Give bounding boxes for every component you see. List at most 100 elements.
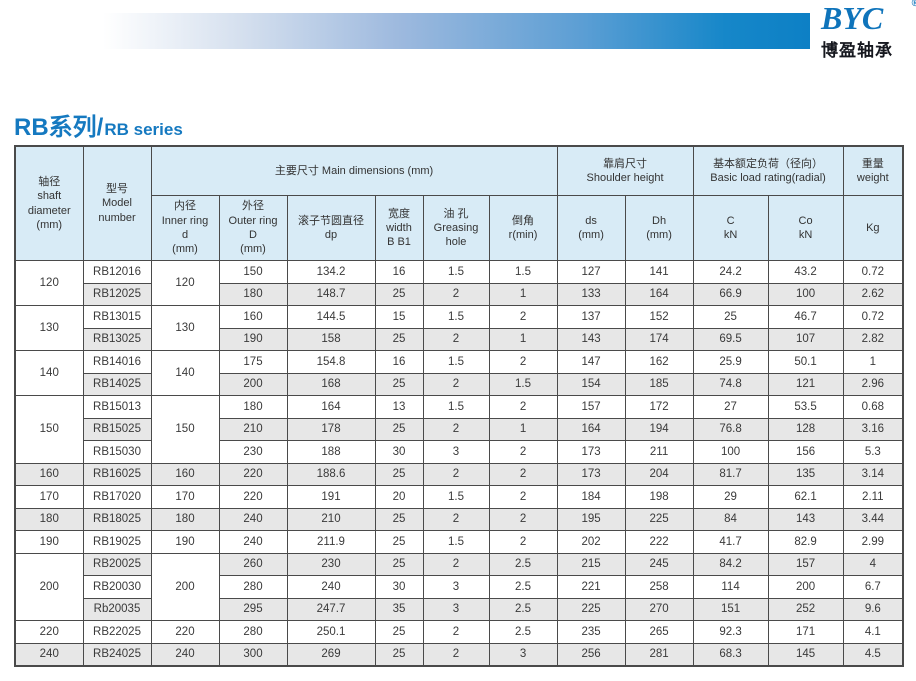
- cell-weight-kg: 2.82: [842, 327, 904, 351]
- cell-c-kn: 66.9: [692, 282, 769, 306]
- rb-series-table: 轴径 shaft diameter (mm) 型号 Model number 主…: [14, 145, 905, 667]
- cell-greasing-hole: 2: [422, 327, 490, 351]
- cell-dh: 194: [624, 417, 694, 441]
- col-header-model-number: 型号 Model number: [82, 145, 152, 261]
- cell-chamfer-r: 1: [488, 417, 558, 441]
- cell-model-number: RB18025: [82, 507, 152, 531]
- cell-shaft-diameter: 220: [14, 620, 84, 644]
- table-row: 120 RB12016 120 150 134.2 16 1.5 1.5 127 141 24.2 4…: [14, 260, 904, 306]
- cell-chamfer-r: 1.5: [488, 372, 558, 396]
- cell-width-b: 25: [374, 642, 424, 667]
- cell-chamfer-r: 2.5: [488, 597, 558, 621]
- cell-chamfer-r: 1: [488, 282, 558, 306]
- cell-model-number: RB17020: [82, 485, 152, 509]
- cell-model-number: RB14025: [82, 372, 152, 396]
- table-row: RB14025 200 168 25 2 1.5 154 185 74.8 121 2.96: [15, 372, 904, 396]
- table-row: 180 RB18025 180 240 210 25 2 2 195 225 84 143 3.44: [14, 507, 904, 531]
- cell-dh: 222: [624, 530, 694, 554]
- cell-dp: 164: [286, 395, 376, 419]
- table-body: 120 RB12016 120 150 134.2 16 1.5 1.5 127 141 24.2 4…: [14, 260, 904, 667]
- cell-model-number: Rb20035: [82, 597, 152, 621]
- cell-co-kn: 53.5: [767, 395, 844, 419]
- cell-width-b: 25: [374, 620, 424, 644]
- cell-weight-kg: 2.96: [842, 372, 904, 396]
- cell-inner-ring-d: 130: [150, 305, 220, 351]
- cell-greasing-hole: 2: [422, 462, 490, 486]
- cell-dh: 204: [624, 462, 694, 486]
- cell-dh: 270: [624, 597, 694, 621]
- cell-c-kn: 27: [692, 395, 769, 419]
- cell-ds: 157: [556, 395, 626, 419]
- cell-width-b: 13: [374, 395, 424, 419]
- cell-dp: 188.6: [286, 462, 376, 486]
- cell-inner-ring-d: 200: [150, 552, 220, 621]
- cell-ds: 147: [556, 350, 626, 374]
- cell-c-kn: 74.8: [692, 372, 769, 396]
- cell-shaft-diameter: 140: [14, 350, 84, 396]
- cell-width-b: 35: [374, 597, 424, 621]
- cell-outer-ring-D: 190: [218, 327, 288, 351]
- cell-weight-kg: 0.72: [842, 260, 904, 284]
- cell-model-number: RB22025: [82, 620, 152, 644]
- cell-greasing-hole: 2: [422, 417, 490, 441]
- cell-co-kn: 252: [767, 597, 844, 621]
- table-row: RB15025 210 178 25 2 1 164 194 76.8 128 3.16: [15, 417, 904, 441]
- col-header-dh: Dh (mm): [624, 195, 694, 261]
- cell-width-b: 25: [374, 530, 424, 554]
- cell-dh: 185: [624, 372, 694, 396]
- cell-chamfer-r: 3: [488, 642, 558, 667]
- table-row: RB12025 180 148.7 25 2 1 133 164 66.9 100 2.62: [15, 282, 904, 306]
- cell-dh: 245: [624, 552, 694, 576]
- cell-model-number: RB14016: [82, 350, 152, 374]
- cell-greasing-hole: 1.5: [422, 530, 490, 554]
- cell-inner-ring-d: 240: [150, 642, 220, 667]
- cell-ds: 202: [556, 530, 626, 554]
- group-header-main-dimensions: 主要尺寸 Main dimensions (mm): [150, 145, 558, 196]
- cell-width-b: 25: [374, 282, 424, 306]
- cell-outer-ring-D: 180: [218, 282, 288, 306]
- cell-ds: 127: [556, 260, 626, 284]
- cell-outer-ring-D: 300: [218, 642, 288, 667]
- cell-dp: 191: [286, 485, 376, 509]
- cell-dp: 178: [286, 417, 376, 441]
- cell-outer-ring-D: 240: [218, 530, 288, 554]
- cell-co-kn: 100: [767, 282, 844, 306]
- cell-dh: 141: [624, 260, 694, 284]
- cell-dp: 134.2: [286, 260, 376, 284]
- cell-c-kn: 84.2: [692, 552, 769, 576]
- cell-outer-ring-D: 260: [218, 552, 288, 576]
- table-row: 150 RB15013 150 180 164 13 1.5 2 157 172 27 53.5 0.6…: [14, 395, 904, 464]
- cell-greasing-hole: 2: [422, 507, 490, 531]
- registered-mark-icon: ®: [911, 0, 916, 9]
- cell-model-number: RB19025: [82, 530, 152, 554]
- cell-ds: 173: [556, 462, 626, 486]
- cell-ds: 235: [556, 620, 626, 644]
- cell-greasing-hole: 2: [422, 552, 490, 576]
- group-header-shoulder-height: 靠肩尺寸 Shoulder height: [556, 145, 694, 196]
- page-title-zh: RB系列/: [14, 114, 104, 142]
- table-row: 170 RB17020 170 220 191 20 1.5 2 184 198 29 62.1 2.1…: [14, 485, 904, 509]
- brand-logo: BYC ® 博盈轴承: [821, 0, 916, 61]
- cell-c-kn: 68.3: [692, 642, 769, 667]
- cell-outer-ring-D: 220: [218, 462, 288, 486]
- cell-outer-ring-D: 240: [218, 507, 288, 531]
- cell-inner-ring-d: 170: [150, 485, 220, 509]
- cell-weight-kg: 2.11: [842, 485, 904, 509]
- col-header-shaft-diameter: 轴径 shaft diameter (mm): [14, 145, 84, 261]
- cell-c-kn: 114: [692, 575, 769, 599]
- cell-dh: 198: [624, 485, 694, 509]
- cell-chamfer-r: 2: [488, 485, 558, 509]
- cell-model-number: RB24025: [82, 642, 152, 667]
- col-header-ds: ds (mm): [556, 195, 626, 261]
- cell-model-number: RB15025: [82, 417, 152, 441]
- logo-text: BYC: [821, 0, 884, 36]
- cell-outer-ring-D: 230: [218, 440, 288, 464]
- cell-model-number: RB20025: [82, 552, 152, 576]
- col-header-dp: 滚子节圆直径 dp: [286, 195, 376, 261]
- cell-dh: 211: [624, 440, 694, 464]
- table-row: 200 RB20025 200 260 230 25 2 2.5 215 245 84.2 157 4: [14, 552, 904, 621]
- cell-width-b: 30: [374, 440, 424, 464]
- cell-width-b: 25: [374, 507, 424, 531]
- cell-dp: 250.1: [286, 620, 376, 644]
- cell-width-b: 25: [374, 417, 424, 441]
